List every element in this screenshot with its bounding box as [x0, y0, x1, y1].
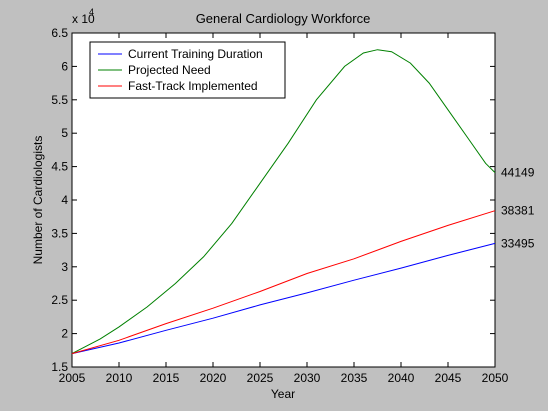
series-line-3 — [71, 210, 496, 355]
y-tick-label: 3 — [61, 260, 68, 274]
axis-ticks: 2005 2010 2015 2020 2025 2030 2035 2040 2045 2050… — [51, 26, 508, 385]
y-tick-label: 4 — [61, 193, 68, 207]
legend-label-1: Current Training Duration — [128, 47, 263, 61]
x-tick-label: 2035 — [341, 371, 368, 385]
legend-label-3: Fast-Track Implemented — [128, 79, 258, 93]
legend-box — [89, 41, 286, 99]
chart-title: General Cardiology Workforce — [196, 11, 371, 26]
x-tick-label: 2005 — [59, 371, 86, 385]
y-exponent-power: 4 — [89, 7, 94, 17]
y-tick-label: 3.5 — [51, 226, 68, 240]
y-tick-label: 4.5 — [51, 160, 68, 174]
y-tick-label: 2.5 — [51, 293, 68, 307]
legend: Current Training Duration Projected Need F… — [89, 41, 286, 99]
x-tick-label: 2050 — [482, 371, 509, 385]
x-tick-label: 2040 — [388, 371, 415, 385]
y-tick-label: 1.5 — [51, 360, 68, 374]
end-label-3: 38381 — [501, 204, 535, 218]
end-label-2: 44149 — [501, 166, 535, 180]
x-tick-label: 2015 — [153, 371, 180, 385]
y-tick-label: 5 — [61, 126, 68, 140]
x-tick-label: 2030 — [294, 371, 321, 385]
y-tick-label: 2 — [61, 327, 68, 341]
x-tick-label: 2020 — [200, 371, 227, 385]
x-tick-label: 2045 — [435, 371, 462, 385]
legend-label-2: Projected Need — [128, 63, 211, 77]
y-exponent-label: x 10 — [72, 12, 95, 26]
series-line-1 — [71, 242, 496, 355]
y-tick-label: 6 — [61, 59, 68, 73]
x-tick-label: 2025 — [247, 371, 274, 385]
y-tick-label: 6.5 — [51, 26, 68, 40]
x-tick-label: 2010 — [106, 371, 133, 385]
end-labels: 33495 44149 38381 — [501, 166, 535, 251]
series-layer — [71, 49, 496, 355]
end-label-1: 33495 — [501, 236, 535, 250]
y-exponent: x 10 4 — [72, 7, 95, 26]
x-axis-label: Year — [271, 387, 295, 401]
y-axis-label: Number of Cardiologists — [31, 136, 45, 265]
y-tick-label: 5.5 — [51, 93, 68, 107]
series-line-2 — [71, 49, 496, 355]
